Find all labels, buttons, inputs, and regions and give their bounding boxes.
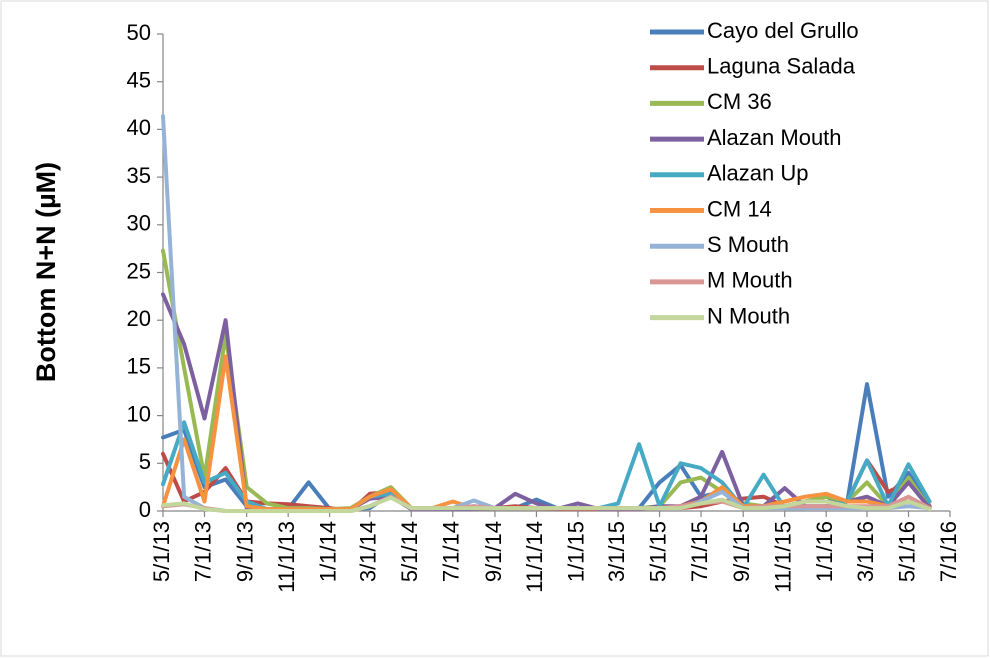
y-tick-label: 50 [127,20,151,45]
legend-label: CM 36 [707,89,772,114]
y-tick-label: 30 [127,211,151,236]
x-tick-label: 5/1/14 [397,521,422,582]
x-tick-label: 7/1/15 [687,521,712,582]
legend-label: Laguna Salada [707,54,856,79]
x-tick-label: 3/1/15 [604,521,629,582]
legend-label: CM 14 [707,196,772,221]
legend-label: N Mouth [707,303,790,328]
y-tick-label: 15 [127,354,151,379]
y-tick-label: 0 [139,497,151,522]
x-tick-label: 5/1/13 [149,521,174,582]
x-tick-label: 11/1/15 [771,521,796,593]
y-tick-label: 20 [127,306,151,331]
y-tick-label: 10 [127,401,151,426]
y-tick-label: 5 [139,449,151,474]
legend-label: M Mouth [707,268,793,293]
x-tick-label: 7/1/13 [190,521,215,582]
x-tick-label: 9/1/14 [481,521,506,582]
x-tick-label: 11/1/14 [522,521,547,593]
x-tick-label: 1/1/14 [315,521,340,582]
y-tick-label: 25 [127,258,151,283]
x-tick-label: 3/1/16 [853,521,878,582]
x-tick-label: 3/1/14 [356,521,381,582]
legend-label: Alazan Mouth [707,125,842,150]
series-line [161,495,932,513]
x-tick-label: 9/1/15 [729,521,754,582]
x-tick-label: 9/1/13 [232,521,257,582]
x-tick-label: 1/1/16 [812,521,837,582]
x-tick-label: 11/1/13 [274,521,299,593]
x-tick-label: 7/1/14 [439,521,464,582]
x-tick-label: 5/1/16 [894,521,919,582]
legend-label: Alazan Up [707,161,809,186]
x-tick-label: 1/1/15 [564,521,589,582]
x-tick-label: 7/1/16 [936,521,961,582]
y-tick-label: 40 [127,115,151,140]
y-tick-label: 45 [127,68,151,93]
x-tick-label: 5/1/15 [645,521,670,582]
legend-label: Cayo del Grullo [707,18,859,43]
legend-label: S Mouth [707,232,789,257]
y-axis-label: Bottom N+N (µM) [31,162,61,382]
y-tick-label: 35 [127,163,151,188]
